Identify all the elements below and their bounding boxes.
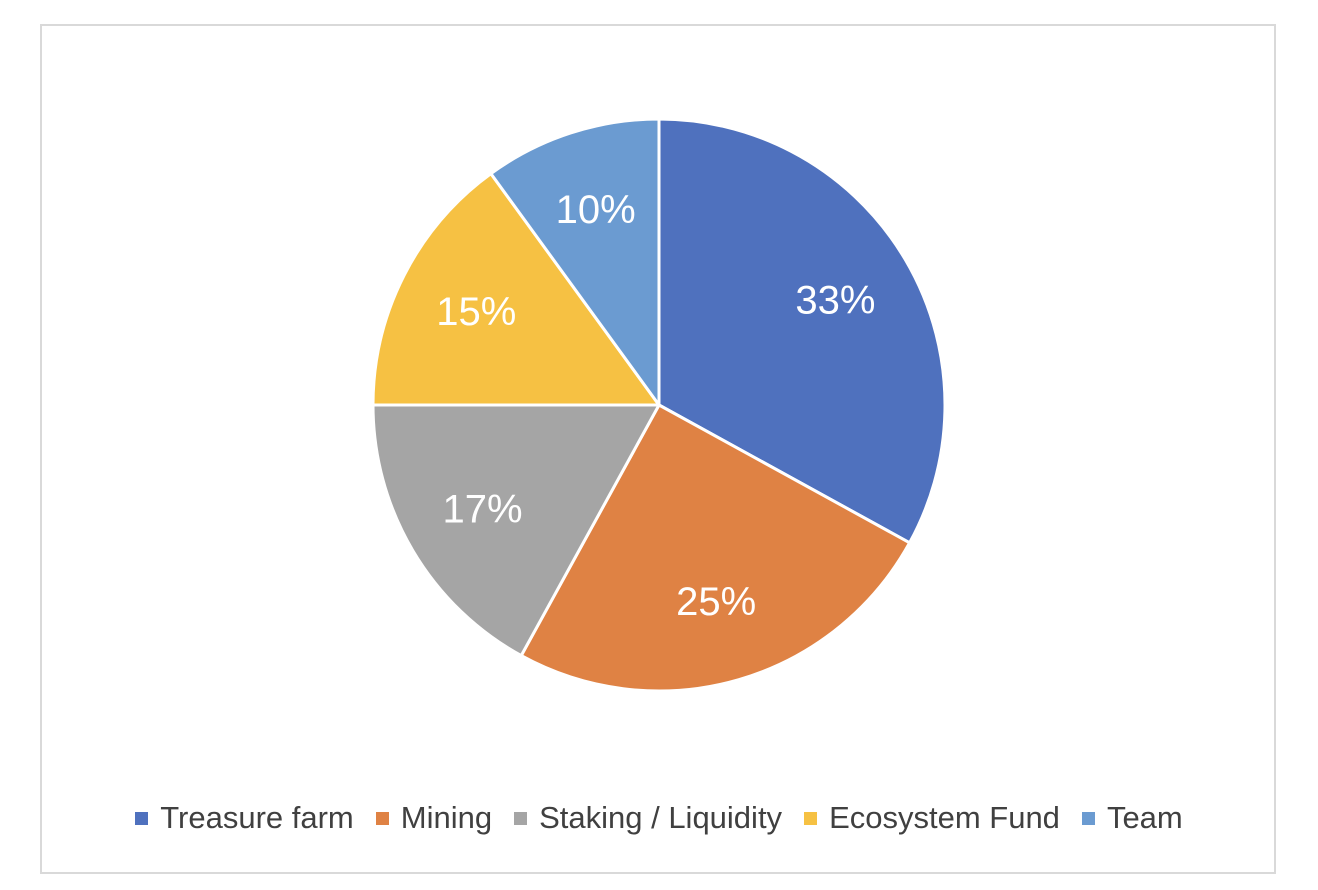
pie-slice-treasure-farm [657, 117, 947, 545]
data-label-treasure-farm: 33% [795, 279, 875, 323]
pie-slices [371, 117, 947, 693]
data-label-staking-liquidity: 17% [443, 487, 523, 531]
legend-swatch [135, 811, 149, 825]
legend-item-treasure-farm: Treasure farm [135, 800, 354, 836]
legend-item-mining: Mining [375, 800, 493, 836]
legend-label: Mining [400, 800, 493, 835]
legend-swatch [804, 811, 818, 825]
legend-item-ecosystem-fund: Ecosystem Fund [804, 800, 1060, 836]
chart-legend: Treasure farm Mining Staking / Liquidity… [0, 800, 1318, 836]
data-label-mining: 25% [676, 580, 756, 624]
legend-item-staking-liquidity: Staking / Liquidity [514, 800, 782, 836]
data-label-ecosystem-fund: 15% [436, 290, 516, 334]
legend-swatch [1081, 811, 1095, 825]
pie-slice-staking-liquidity [371, 403, 661, 658]
pie-data-labels: 33% 25% 17% 15% 10% [436, 188, 875, 624]
legend-label: Ecosystem Fund [829, 800, 1060, 835]
data-label-team: 10% [556, 188, 636, 232]
legend-item-team: Team [1081, 800, 1183, 836]
legend-swatch [514, 811, 528, 825]
legend-swatch [375, 811, 389, 825]
pie-slice-ecosystem-fund [371, 172, 661, 407]
pie-slice-mining [519, 403, 912, 693]
legend-label: Staking / Liquidity [539, 800, 783, 835]
legend-label: Treasure farm [160, 800, 354, 835]
pie-slice-team [489, 117, 661, 407]
legend-label: Team [1106, 800, 1183, 835]
